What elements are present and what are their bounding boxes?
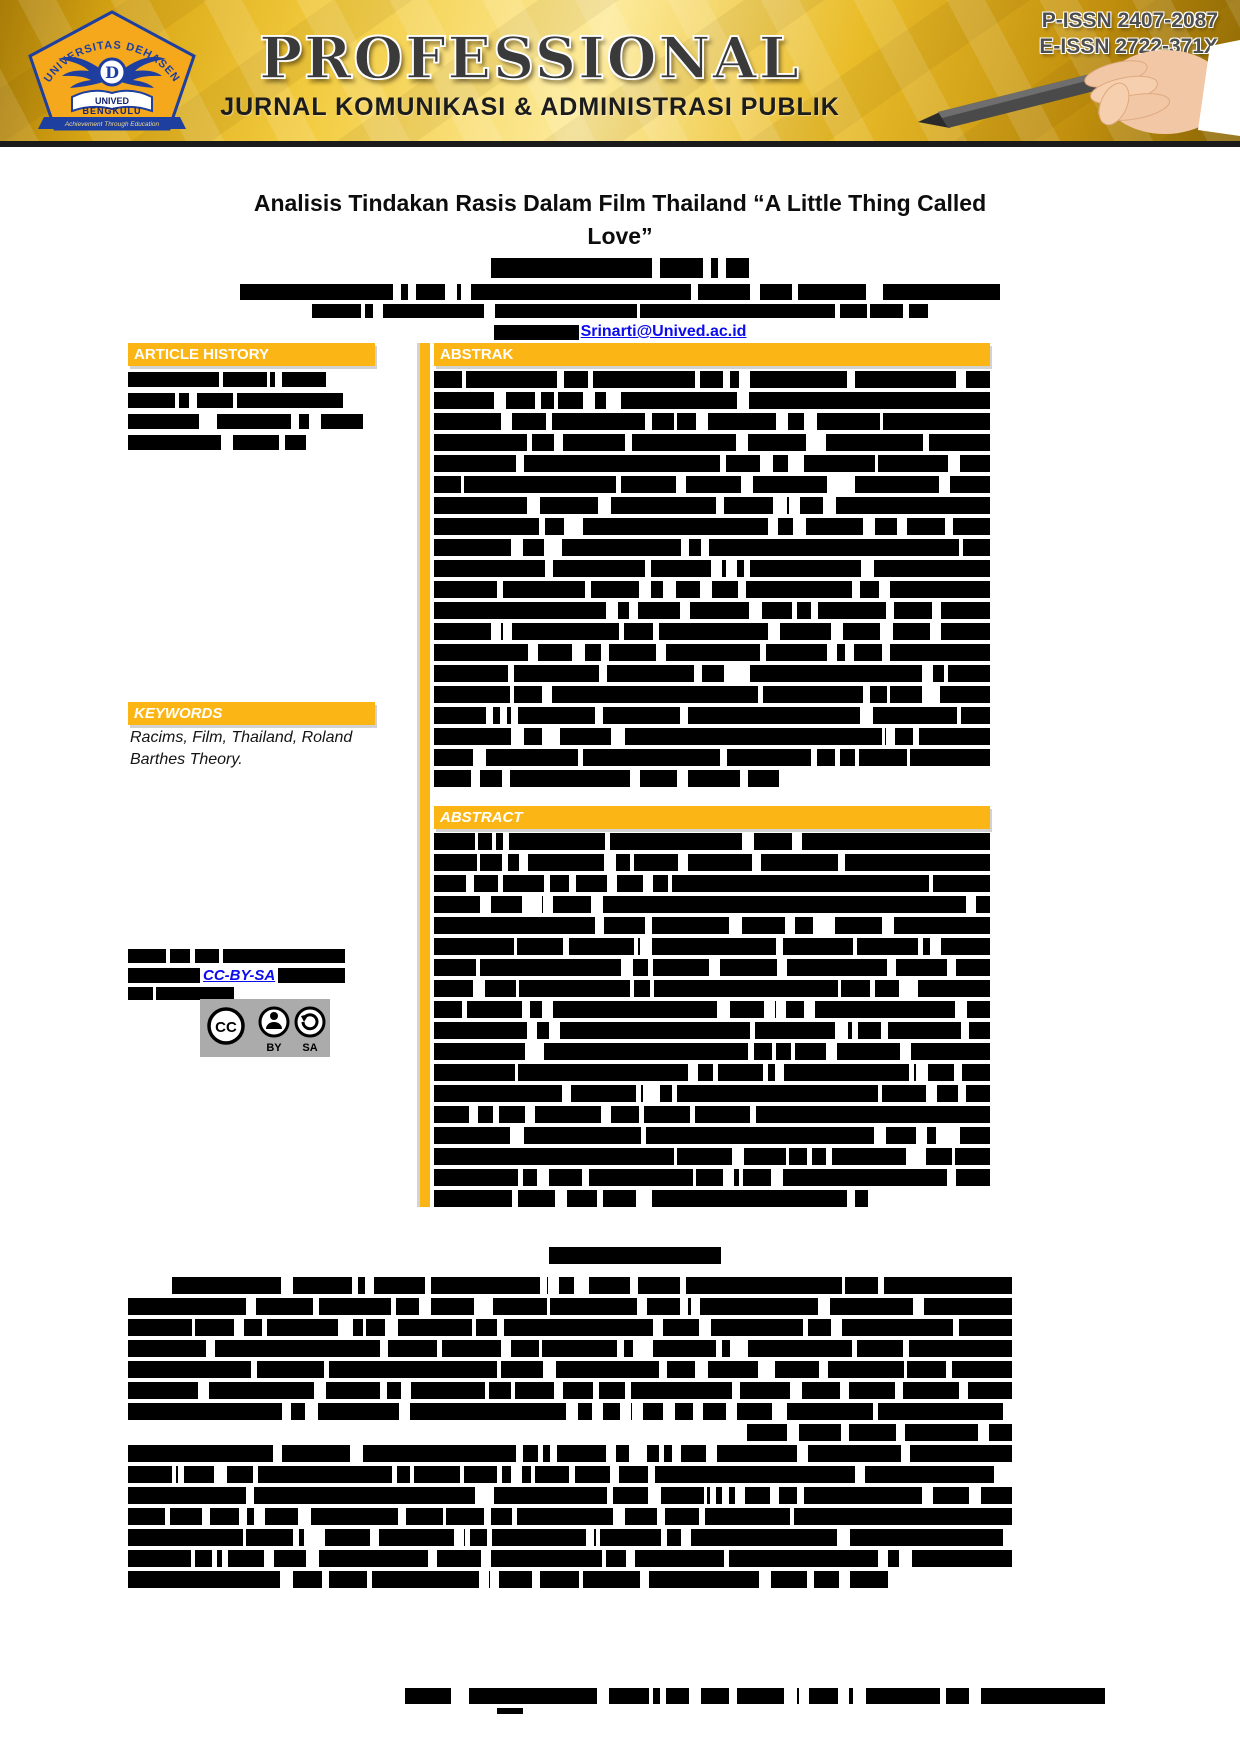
- redacted-footer-fragment: [497, 1708, 523, 1714]
- redacted-license-segment: [128, 968, 200, 983]
- email-row: Srinarti@Unived.ac.id: [493, 322, 747, 342]
- hand-pen-illustration: [918, 40, 1240, 136]
- redacted-license-line1: [128, 949, 345, 963]
- journal-subtitle: JURNAL KOMUNIKASI & ADMINISTRASI PUBLIK: [220, 93, 840, 121]
- article-title-line2: Love”: [587, 223, 653, 250]
- logo-wings-icon: [58, 56, 166, 88]
- article-title: Analisis Tindakan Rasis Dalam Film Thail…: [0, 187, 1240, 253]
- by-label: BY: [266, 1042, 282, 1054]
- keywords-text: Racims, Film, Thailand, Roland Barthes T…: [130, 729, 353, 768]
- logo-motto: Achievement Through Education: [64, 121, 160, 128]
- redacted-license-line3: [128, 987, 234, 1000]
- logo-short-name: UNIVED: [95, 96, 130, 106]
- redacted-section-heading: [549, 1247, 721, 1264]
- redacted-article-history: [128, 372, 375, 450]
- article-title-line1: Analisis Tindakan Rasis Dalam Film Thail…: [253, 190, 987, 217]
- logo-book-icon: [71, 89, 153, 113]
- sa-label: SA: [302, 1042, 317, 1054]
- journal-name: PROFESSIONAL: [258, 25, 801, 92]
- redacted-body-paragraphs: [128, 1277, 1012, 1588]
- redacted-abstract-text: [434, 833, 990, 1207]
- author-block: Srinarti@Unived.ac.id: [0, 258, 1240, 342]
- article-history-header: ARTICLE HISTORY: [128, 343, 375, 366]
- logo-city: BENGKULU: [83, 106, 142, 116]
- journal-header-banner: UNIVERSITAS DEHASEN D UNIVED BENGKULU Ac…: [0, 0, 1240, 147]
- redacted-license-segment: [278, 968, 346, 983]
- logo-emblem-letter: D: [105, 63, 119, 82]
- cc-by-sa-badge[interactable]: CC BY SA: [200, 999, 330, 1057]
- cc-icon: CC: [215, 1019, 237, 1036]
- license-block: CC-BY-SA: [128, 949, 375, 1000]
- sa-arrow-icon: [301, 1013, 319, 1031]
- author-email-link[interactable]: Srinarti@Unived.ac.id: [580, 323, 747, 340]
- gold-column-divider: [420, 343, 430, 1207]
- keywords-header: KEYWORDS: [128, 702, 375, 725]
- redacted-affiliation-line2: [312, 304, 928, 318]
- license-link-row: CC-BY-SA: [128, 967, 375, 984]
- redacted-abstrak-text: [434, 371, 990, 787]
- journal-branding: PROFESSIONAL JURNAL KOMUNIKASI & ADMINIS…: [205, 25, 855, 122]
- by-person-icon: [266, 1012, 282, 1029]
- cc-by-sa-link[interactable]: CC-BY-SA: [203, 967, 276, 984]
- university-logo: UNIVERSITAS DEHASEN D UNIVED BENGKULU Ac…: [28, 10, 196, 131]
- redacted-email-label: [493, 324, 579, 340]
- redacted-author-names: [491, 258, 749, 278]
- redacted-footer-citation: [405, 1688, 1105, 1704]
- abstract-header: ABSTRACT: [434, 806, 990, 829]
- abstrak-header: ABSTRAK: [434, 343, 990, 366]
- p-issn: P-ISSN 2407-2087: [1041, 9, 1218, 32]
- left-metadata-column: ARTICLE HISTORY KEYWORDS Racims, Film, T…: [128, 343, 375, 1215]
- redacted-affiliation-line1: [240, 284, 1000, 300]
- abstract-column: ABSTRAK ABSTRACT: [434, 343, 990, 1207]
